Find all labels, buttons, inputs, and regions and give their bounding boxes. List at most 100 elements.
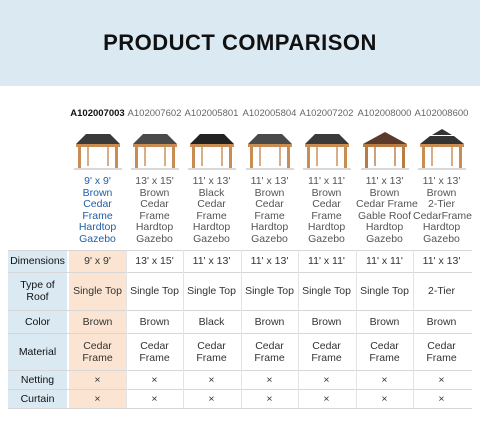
table-cell: Single Top: [302, 285, 351, 297]
row-label: Curtain: [8, 389, 67, 408]
product-description-line: Cedar: [312, 198, 341, 210]
header-banner: [0, 0, 480, 86]
product-description: 13' x 15' Brown Cedar Frame Hardtop Gazebo: [126, 175, 183, 245]
row-divider: [8, 250, 472, 251]
product-description-line: Brown: [426, 186, 457, 199]
table-cell: 11' x 13': [422, 255, 461, 267]
table-cell: ×: [323, 373, 330, 386]
product-description-line: Hardtop: [78, 221, 117, 233]
product-description-line: Gazebo: [423, 232, 460, 245]
table-cell: Single Top: [73, 285, 122, 297]
product-description-line: Brown: [254, 186, 285, 199]
gazebo-thumbnail: [130, 134, 179, 170]
row-divider: [8, 389, 472, 390]
product-description: 11' x 13' Brown Cedar Frame Hardtop Gazebo: [241, 175, 298, 245]
table-cell: ×: [381, 392, 388, 405]
product-description-line: 11' x 13': [192, 175, 231, 187]
product-description-line: 9' x 9': [84, 175, 111, 187]
product-column: A102007202 11' x 11' Brown Cedar Frame Hardto…: [298, 108, 355, 245]
gazebo-thumbnail: [302, 134, 351, 170]
highlight-column-background: [69, 250, 126, 408]
table-cell: ×: [208, 392, 215, 405]
product-description-line: Cedar Frame: [356, 198, 418, 210]
product-column: A102007602 13' x 15' Brown Cedar Frame Hardto…: [126, 108, 183, 245]
product-description-line: Hardtop: [135, 221, 174, 233]
table-cell: ×: [266, 373, 273, 386]
table-cell: 11' x 11': [366, 255, 403, 267]
product-description-line: Gazebo: [136, 232, 173, 245]
product-description-line: CedarFrame: [413, 209, 472, 222]
product-description-line: Gazebo: [251, 232, 288, 245]
column-divider: [126, 250, 127, 408]
row-label: Type of Roof: [8, 272, 67, 310]
table-cell: Single Top: [130, 285, 179, 297]
row-label: Netting: [8, 370, 67, 389]
column-divider: [298, 250, 299, 408]
table-cell: ×: [323, 392, 330, 405]
product-sku: A102005801: [184, 108, 239, 119]
product-column: A102008600 11' x 13' Brown 2-Tier CedarFrame…: [413, 108, 472, 245]
product-description-line: Cedar: [140, 198, 169, 210]
product-description-line: Cedar: [83, 198, 112, 210]
product-column: A102005804 11' x 13' Brown Cedar Frame Hardto…: [241, 108, 298, 245]
table-cell: Cedar Frame: [311, 339, 342, 364]
product-description: 11' x 11' Brown Cedar Frame Hardtop Gazebo: [298, 175, 355, 245]
product-description-line: Cedar: [255, 198, 284, 210]
table-cell: Cedar Frame: [139, 339, 170, 364]
product-description-line: 2-Tier: [427, 198, 456, 210]
product-description: 11' x 13' Brown 2-Tier CedarFrame Hardtop Gaz…: [413, 175, 472, 245]
table-cell: Single Top: [187, 285, 236, 297]
table-cell: ×: [438, 392, 445, 405]
column-divider: [413, 250, 414, 408]
table-cell: Cedar Frame: [369, 339, 400, 364]
product-description: 9' x 9' Brown Cedar Frame Hardtop Gazebo: [69, 175, 126, 245]
product-description-line: Gazebo: [193, 232, 230, 245]
product-description-line: Frame: [82, 209, 113, 222]
product-description-line: Hardtop: [422, 221, 461, 233]
product-description: 11' x 13' Black Cedar Frame Hardtop Gazebo: [183, 175, 240, 245]
product-description-line: Hardtop: [365, 221, 404, 233]
product-description-line: Brown: [311, 186, 342, 199]
product-description-line: 11' x 13': [365, 175, 404, 187]
product-sku: A102007202: [299, 108, 354, 119]
table-cell: Brown: [82, 315, 113, 328]
table-cell: Single Top: [360, 285, 409, 297]
product-description-line: Frame: [196, 209, 227, 222]
product-column: A102005801 11' x 13' Black Cedar Frame Hardto…: [183, 108, 240, 245]
table-cell: ×: [151, 373, 158, 386]
gazebo-thumbnail: [187, 134, 236, 170]
table-cell: Cedar Frame: [254, 339, 285, 364]
product-description-line: Brown: [369, 186, 400, 199]
product-description-line: Gable Roof: [357, 209, 412, 222]
table-cell: 11' x 13': [250, 255, 289, 267]
table-cell: Brown: [369, 315, 400, 328]
table-cell: Cedar Frame: [82, 339, 113, 364]
product-description-line: Brown: [82, 186, 113, 199]
table-cell: Brown: [426, 315, 457, 328]
product-description-line: 13' x 15': [135, 175, 174, 187]
product-sku: A102007602: [127, 108, 182, 119]
page-title: PRODUCT COMPARISON: [103, 30, 377, 55]
product-description-line: Gazebo: [79, 232, 116, 245]
table-cell: ×: [438, 373, 445, 386]
product-column: A102007003 9' x 9' Brown Cedar Frame Hardtop G…: [69, 108, 126, 245]
product-sku: A102007003: [70, 108, 125, 119]
row-label: Color: [8, 310, 67, 333]
product-description-line: 11' x 11': [308, 175, 345, 187]
table-cell: ×: [208, 373, 215, 386]
table-cell: Brown: [311, 315, 342, 328]
table-cell: ×: [94, 392, 101, 405]
table-cell: 11' x 11': [308, 255, 345, 267]
product-description-line: Hardtop: [250, 221, 289, 233]
table-cell: Cedar Frame: [426, 339, 457, 364]
product-description-line: Gazebo: [308, 232, 345, 245]
product-description-line: Cedar: [197, 198, 226, 210]
product-description-line: Frame: [139, 209, 170, 222]
product-description: 11' x 13' Brown Cedar Frame Gable Roof Hardt…: [356, 175, 418, 245]
gazebo-thumbnail: [417, 129, 466, 170]
row-divider: [8, 408, 472, 409]
product-description-line: Frame: [311, 209, 342, 222]
table-cell: Brown: [139, 315, 170, 328]
row-divider: [8, 310, 472, 311]
gazebo-thumbnail: [73, 134, 122, 170]
